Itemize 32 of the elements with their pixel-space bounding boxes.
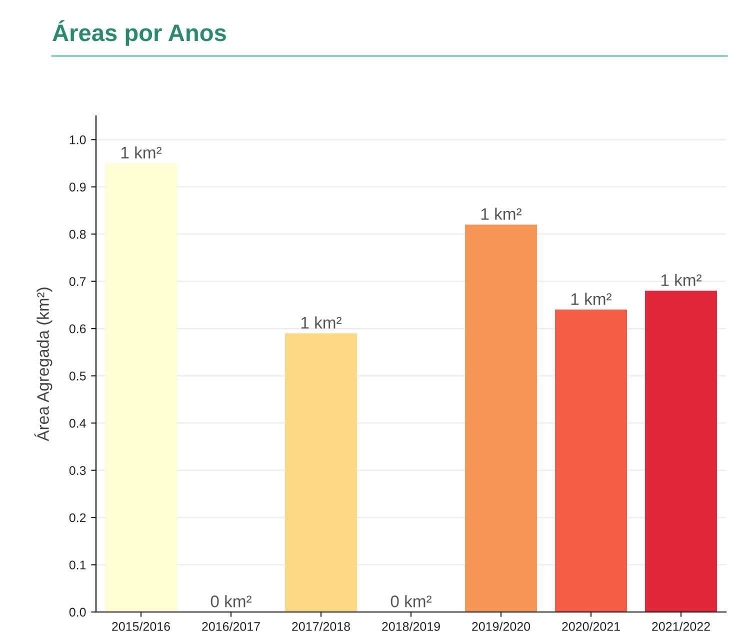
y-tick-label: 0.9 — [69, 182, 86, 192]
bar — [465, 224, 537, 612]
x-tick-label: 2017/2018 — [292, 622, 350, 631]
data-label: 1 km² — [301, 316, 342, 328]
x-tick-label: 2021/2022 — [652, 622, 710, 631]
bar — [285, 333, 357, 612]
data-label: 0 km² — [210, 595, 252, 608]
x-tick-label: 2019/2020 — [472, 622, 530, 631]
y-tick-label: 0.7 — [69, 277, 86, 286]
bar — [555, 310, 627, 612]
data-label: 1 km² — [661, 274, 702, 286]
y-tick-label: 0.6 — [69, 324, 86, 334]
data-label: 0 km² — [390, 595, 432, 608]
chart-title: Áreas por Anos — [52, 20, 226, 46]
data-label: 1 km² — [481, 208, 522, 220]
data-label: 1 km² — [121, 146, 162, 158]
x-tick-label: 2015/2016 — [112, 622, 170, 631]
y-axis-title: Área Agregada (km²) — [34, 288, 52, 442]
y-tick-label: 1.0 — [70, 135, 86, 144]
bar — [645, 290, 717, 612]
x-tick-label: 2020/2021 — [562, 622, 620, 631]
bar — [105, 163, 177, 612]
x-tick-label: 2016/2017 — [202, 622, 260, 631]
y-tick-label: 0.1 — [69, 560, 86, 570]
y-tick-label: 0.0 — [69, 608, 86, 617]
y-tick-label: 0.3 — [69, 466, 86, 475]
y-tick-label: 0.8 — [69, 230, 86, 239]
x-tick-label: 2018/2019 — [382, 622, 440, 631]
data-label: 1 km² — [571, 292, 612, 305]
y-tick-label: 0.5 — [69, 372, 86, 380]
y-tick-label: 0.2 — [69, 513, 86, 522]
y-tick-label: 0.4 — [69, 418, 86, 428]
